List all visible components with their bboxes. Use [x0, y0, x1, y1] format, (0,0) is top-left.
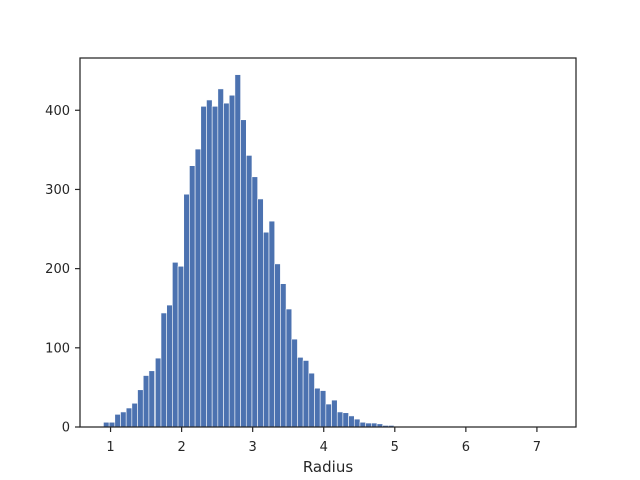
histogram-bar	[166, 304, 173, 428]
histogram-bar	[291, 338, 298, 428]
histogram-bar	[206, 99, 213, 428]
histogram-bar	[297, 357, 304, 428]
x-tick-label: 1	[106, 440, 114, 455]
histogram-bar	[353, 418, 361, 428]
y-axis-ticks: 0 100 200 300 400	[45, 104, 80, 436]
x-tick-label: 7	[533, 440, 541, 455]
x-axis-ticks: 1 2 3 4 5 6 7	[106, 427, 541, 455]
histogram-bar	[331, 399, 338, 428]
y-tick-label: 100	[45, 341, 70, 356]
y-tick-label: 200	[45, 262, 70, 277]
histogram-bar	[177, 265, 185, 428]
histogram-bar	[125, 407, 133, 428]
histogram-bar	[172, 261, 179, 428]
histogram-bar	[200, 106, 207, 428]
histogram-bar	[194, 148, 202, 428]
histogram-bar	[359, 421, 366, 428]
histogram-bar	[103, 421, 110, 428]
histogram-bar	[251, 176, 258, 428]
histogram-bar	[148, 370, 155, 428]
histogram-bar	[228, 94, 236, 428]
y-tick-label: 400	[45, 104, 70, 119]
histogram-bar	[285, 308, 293, 428]
histogram-bar	[137, 389, 144, 428]
histogram-bar	[263, 231, 270, 428]
histogram-bar	[268, 220, 276, 428]
plot-frame	[79, 57, 577, 428]
histogram-bar	[257, 198, 264, 428]
x-tick-label: 5	[391, 440, 399, 455]
histogram-bar	[217, 88, 224, 428]
x-tick-label: 6	[462, 440, 470, 455]
histogram-bar	[348, 415, 355, 428]
histogram-bar	[211, 106, 219, 428]
histogram-bar	[308, 372, 315, 428]
histogram-bar	[160, 312, 168, 428]
histogram-bar	[142, 375, 150, 428]
histogram-bar	[314, 387, 321, 428]
histogram-bar	[302, 360, 310, 428]
histogram-bar	[131, 402, 138, 428]
bars-group	[103, 74, 554, 428]
histogram-bar	[234, 74, 241, 428]
histogram-bar	[189, 165, 196, 428]
histogram-bar	[280, 283, 287, 428]
histogram-bar	[183, 193, 190, 428]
x-axis-label: Radius	[303, 458, 353, 476]
y-tick-label: 0	[62, 421, 70, 436]
histogram-bar	[240, 119, 247, 428]
histogram-bar	[120, 411, 127, 428]
histogram-bar	[325, 403, 332, 428]
histogram-bar	[223, 102, 230, 428]
histogram-bar	[342, 412, 349, 428]
histogram-bar	[114, 414, 121, 428]
histogram-bar	[155, 357, 162, 428]
x-tick-label: 3	[249, 440, 257, 455]
x-tick-label: 2	[177, 440, 185, 455]
histogram-bar	[274, 263, 281, 428]
histogram-bar	[336, 411, 344, 428]
y-tick-label: 300	[45, 183, 70, 198]
histogram-bar	[108, 421, 116, 428]
x-tick-label: 4	[320, 440, 328, 455]
histogram-bar	[245, 155, 253, 428]
histogram-bar	[319, 390, 327, 428]
